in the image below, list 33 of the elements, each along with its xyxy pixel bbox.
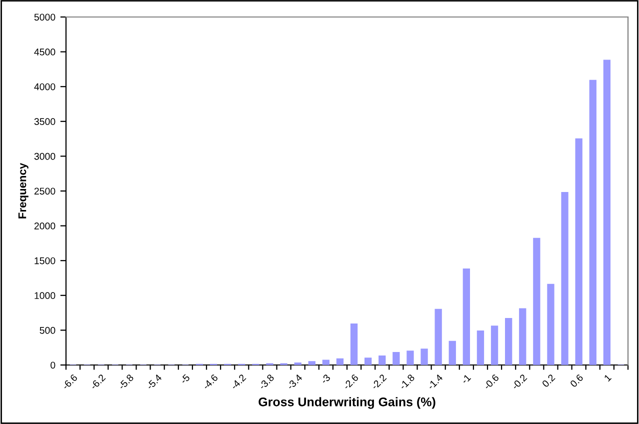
x-axis-title: Gross Underwriting Gains (%): [258, 397, 436, 409]
y-tick-label: 500: [40, 326, 56, 334]
y-tick-label: 4000: [34, 83, 56, 90]
y-tick-label: 3000: [34, 152, 56, 160]
y-tick-label: 0: [50, 362, 56, 369]
y-tick-label: 4500: [34, 48, 56, 56]
x-tick-label: -6.6: [62, 374, 78, 390]
y-tick-label: 2000: [34, 222, 56, 230]
y-tick-label: 1500: [34, 257, 56, 264]
x-tick-label: 0.6: [570, 374, 584, 388]
y-axis-title: Frequency: [18, 162, 28, 218]
y-tick-label: 5000: [34, 14, 56, 21]
x-tick-label: -0.2: [511, 374, 528, 390]
x-tick-label: -1.4: [427, 374, 444, 390]
x-tick-label: -1: [460, 374, 472, 384]
x-tick-label: -5: [180, 374, 190, 384]
x-tick-label: 0.2: [542, 374, 556, 388]
x-tick-label: -1.8: [398, 374, 415, 390]
x-tick-label: -3.8: [258, 374, 274, 390]
x-tick-label: 1: [604, 374, 612, 382]
y-tick-label: 2500: [34, 188, 56, 195]
x-tick-label: -0.6: [483, 374, 500, 390]
x-tick-label: -2.2: [370, 374, 387, 390]
x-tick-label: -6.2: [90, 374, 106, 390]
y-tick-label: 3500: [34, 118, 56, 126]
y-tick-label: 1000: [34, 292, 56, 300]
x-tick-label: -4.6: [202, 374, 218, 390]
x-tick-label: -3.4: [286, 374, 303, 390]
x-tick-label: -5.8: [118, 374, 134, 390]
x-tick-label: -2.6: [342, 374, 359, 390]
x-tick-label: -4.2: [230, 374, 246, 390]
x-tick-label: -5.4: [146, 374, 162, 390]
x-tick-label: -3: [320, 374, 331, 384]
